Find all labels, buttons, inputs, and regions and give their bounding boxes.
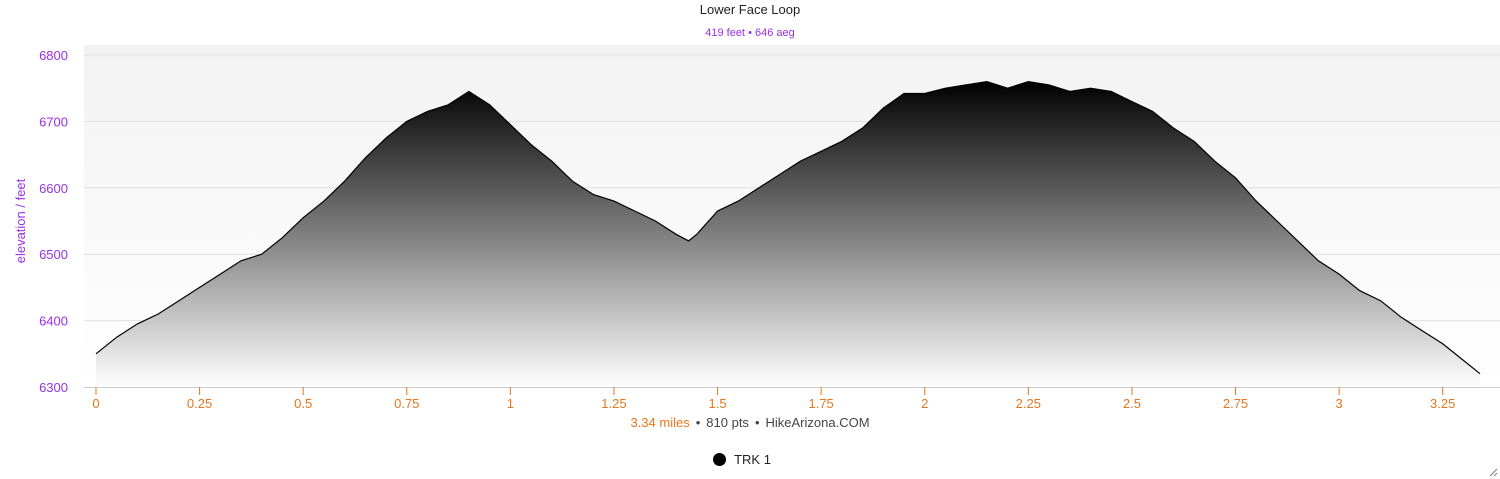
x-tick-label: 0.75	[394, 396, 419, 411]
x-tick-label: 0.25	[187, 396, 212, 411]
caption-points: 810 pts	[706, 415, 749, 430]
x-tick-label: 2	[921, 396, 928, 411]
elevation-line[interactable]	[95, 80, 1481, 375]
x-tick-label: 2.5	[1123, 396, 1141, 411]
y-tick-label: 6700	[39, 114, 68, 129]
subtitle-separator: •	[748, 27, 755, 39]
x-tick-label: 0.5	[294, 396, 312, 411]
filled-circle-icon	[713, 453, 727, 466]
x-tick-label: 1.5	[709, 396, 727, 411]
y-tick-label: 6600	[39, 181, 68, 196]
y-tick-label: 6800	[39, 48, 68, 63]
caption-separator: •	[754, 415, 760, 430]
resize-grip-icon[interactable]	[1488, 467, 1498, 477]
elevation-area	[95, 80, 1481, 387]
subtitle-aeg: 646 aeg	[754, 27, 795, 39]
x-tick-label: 2.25	[1016, 396, 1041, 411]
y-axis: 6300 6400 6500 6600 6700 6800	[39, 48, 68, 395]
y-axis-title: elevation / feet	[13, 178, 28, 263]
x-axis-caption: 3.34 miles • 810 pts • HikeArizona.COM	[0, 415, 1500, 430]
caption-separator: •	[695, 415, 701, 430]
x-tick-label: 2.75	[1223, 396, 1248, 411]
x-tick-label: 1.75	[808, 396, 833, 411]
elevation-area-fill	[96, 81, 1480, 387]
x-tick-label: 3.25	[1430, 396, 1455, 411]
caption-source: HikeArizona.COM	[765, 415, 870, 430]
chart-title: Lower Face Loop	[699, 2, 801, 17]
x-tick-label: 0	[92, 396, 99, 411]
y-tick-label: 6500	[39, 247, 68, 262]
chart-subtitle: 419 feet • 646 aeg	[0, 27, 1500, 39]
y-tick-label: 6400	[39, 314, 68, 329]
x-tick-label: 3	[1335, 396, 1342, 411]
legend[interactable]: TRK 1	[0, 452, 1500, 467]
subtitle-net-elevation: 419 feet	[705, 27, 745, 39]
x-tick-label: 1.25	[601, 396, 626, 411]
y-tick-label: 6300	[39, 380, 68, 395]
caption-distance: 3.34 miles	[630, 415, 690, 430]
legend-series-name[interactable]: TRK 1	[734, 452, 771, 467]
x-tick-label: 1	[507, 396, 514, 411]
x-axis: 0 0.25 0.5 0.75 1 1.25 1.5 1.75 2 2.25 2.5 2.75 3 3.2…	[84, 387, 1500, 411]
